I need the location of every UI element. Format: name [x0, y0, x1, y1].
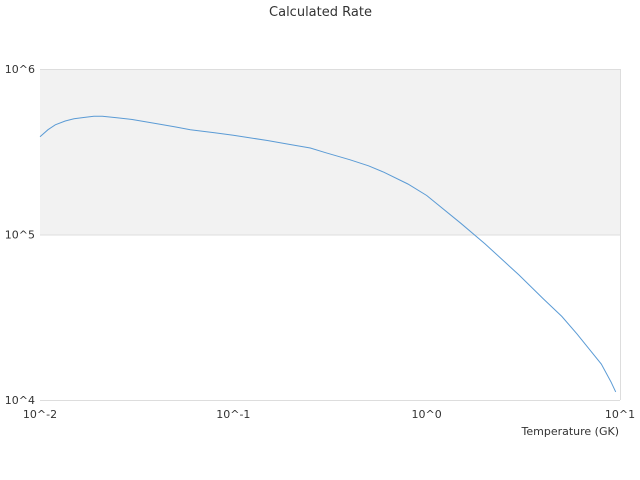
y-tick-label: 10^4 [5, 394, 35, 407]
rate-series-line [39, 115, 617, 393]
plot-background [40, 69, 620, 235]
gridlines [40, 69, 621, 401]
plot-band [40, 69, 620, 235]
x-tick-label: 10^-1 [216, 408, 250, 421]
chart-title: Calculated Rate [269, 5, 372, 20]
series-layer [39, 115, 617, 393]
x-tick-label: 10^0 [412, 408, 442, 421]
y-tick-label: 10^6 [5, 63, 35, 76]
x-tick-label: 10^-2 [23, 408, 57, 421]
x-tick-label: 10^1 [605, 408, 635, 421]
y-tick-label: 10^5 [5, 229, 35, 242]
x-axis-label: Temperature (GK) [521, 425, 620, 438]
y-tick-labels: 10^4 10^5 10^6 [5, 63, 35, 407]
x-tick-labels: 10^-2 10^-1 10^0 10^1 [23, 408, 635, 421]
